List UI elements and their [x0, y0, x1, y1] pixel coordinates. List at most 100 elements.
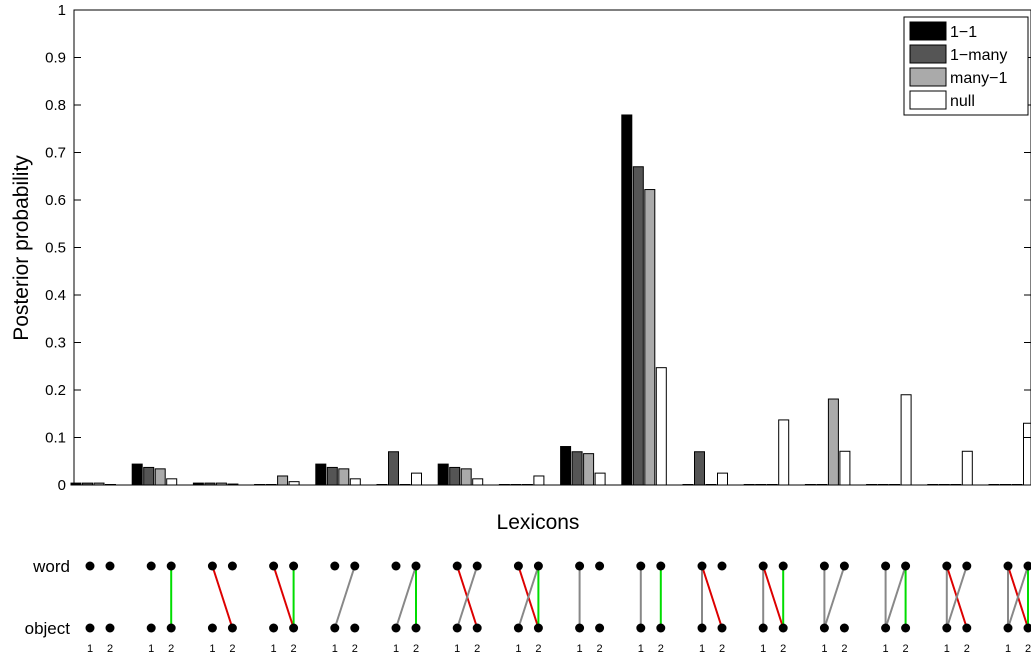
bar-2-1: [154, 468, 166, 486]
word-dot-1: [1003, 561, 1013, 571]
legend-label-3: null: [950, 93, 975, 110]
object-dot-1: [513, 623, 523, 633]
object-dot-2: [717, 623, 727, 633]
object-dot-1: [269, 623, 279, 633]
word-dot-1: [575, 561, 585, 571]
link-1: [456, 565, 479, 629]
bar-2-12: [827, 398, 839, 486]
word-dot-1: [85, 561, 95, 571]
word-dot-2: [289, 561, 299, 571]
link-0: [211, 565, 234, 629]
legend-swatch-3: [909, 90, 947, 110]
word-dot-2: [839, 561, 849, 571]
index-label-1: 1: [821, 643, 827, 655]
index-label-2: 2: [841, 643, 847, 655]
y-tick-label: 0.9: [45, 50, 66, 67]
word-dot-2: [595, 561, 605, 571]
index-label-1: 1: [87, 643, 93, 655]
index-label-2: 2: [474, 643, 480, 655]
object-dot-1: [452, 623, 462, 633]
bar-1-10: [694, 451, 705, 486]
bar-0-6: [437, 463, 449, 486]
index-label-2: 2: [780, 643, 786, 655]
word-dot-1: [452, 561, 462, 571]
bar-3-10: [717, 472, 728, 486]
bar-1-9: [632, 166, 644, 486]
bar-3-8: [594, 472, 606, 486]
legend: 1−1 1−many many−1 null: [903, 16, 1029, 116]
y-tick-label: 0.2: [45, 382, 66, 399]
word-dot-1: [881, 561, 891, 571]
index-label-1: 1: [1005, 643, 1011, 655]
y-tick-label: 0.1: [45, 430, 66, 447]
object-dot-1: [697, 623, 707, 633]
object-dot-1: [1003, 623, 1013, 633]
bar-3-7: [533, 475, 545, 486]
word-dot-1: [697, 561, 707, 571]
link-1: [823, 565, 846, 629]
bar-1-8: [571, 451, 583, 486]
y-tick-label: 0.8: [45, 97, 66, 114]
y-tick-label: 0.7: [45, 145, 66, 162]
bar-3-13: [900, 394, 912, 486]
index-label-1: 1: [209, 643, 215, 655]
object-dot-1: [146, 623, 156, 633]
word-dot-1: [819, 561, 829, 571]
word-dot-1: [391, 561, 401, 571]
object-dot-2: [166, 623, 176, 633]
word-dot-2: [472, 561, 482, 571]
index-label-2: 2: [413, 643, 419, 655]
link-1: [884, 565, 907, 629]
object-dot-1: [636, 623, 646, 633]
index-label-1: 1: [944, 643, 950, 655]
word-dot-2: [411, 561, 421, 571]
index-label-1: 1: [883, 643, 889, 655]
word-dot-1: [207, 561, 217, 571]
legend-swatch-1: [909, 44, 947, 64]
object-dot-2: [839, 623, 849, 633]
link-0: [272, 565, 295, 629]
index-label-2: 2: [352, 643, 358, 655]
word-dot-1: [269, 561, 279, 571]
object-dot-2: [350, 623, 360, 633]
y-tick-label: 0: [58, 477, 66, 494]
object-dot-2: [227, 623, 237, 633]
word-dot-1: [513, 561, 523, 571]
link-1: [517, 565, 540, 629]
index-label-2: 2: [658, 643, 664, 655]
word-dot-1: [330, 561, 340, 571]
object-dot-2: [656, 623, 666, 633]
index-label-1: 1: [577, 643, 583, 655]
word-dot-1: [146, 561, 156, 571]
y-axis-label: Posterior probability: [10, 155, 33, 341]
index-label-2: 2: [1025, 643, 1031, 655]
index-label-2: 2: [168, 643, 174, 655]
index-label-2: 2: [291, 643, 297, 655]
x-axis-label: Lexicons: [497, 511, 580, 534]
word-dot-2: [105, 561, 115, 571]
index-label-2: 2: [903, 643, 909, 655]
index-label-1: 1: [454, 643, 460, 655]
link-1: [762, 565, 785, 629]
index-label-1: 1: [393, 643, 399, 655]
legend-swatch-2: [909, 67, 947, 87]
bar-3-15: [1023, 422, 1031, 486]
axes: 0 0.1 0.2 0.3 0.4 0.5 0.6 0.7 0.8 0.9 1: [45, 2, 1031, 494]
y-tick-label: 0.4: [45, 287, 66, 304]
bar-3-1: [166, 478, 178, 486]
index-label-2: 2: [719, 643, 725, 655]
y-tick-label: 0.6: [45, 192, 66, 209]
word-dot-1: [758, 561, 768, 571]
index-label-1: 1: [638, 643, 644, 655]
bar-1-1: [143, 466, 155, 486]
word-dot-2: [901, 561, 911, 571]
index-label-1: 1: [271, 643, 277, 655]
